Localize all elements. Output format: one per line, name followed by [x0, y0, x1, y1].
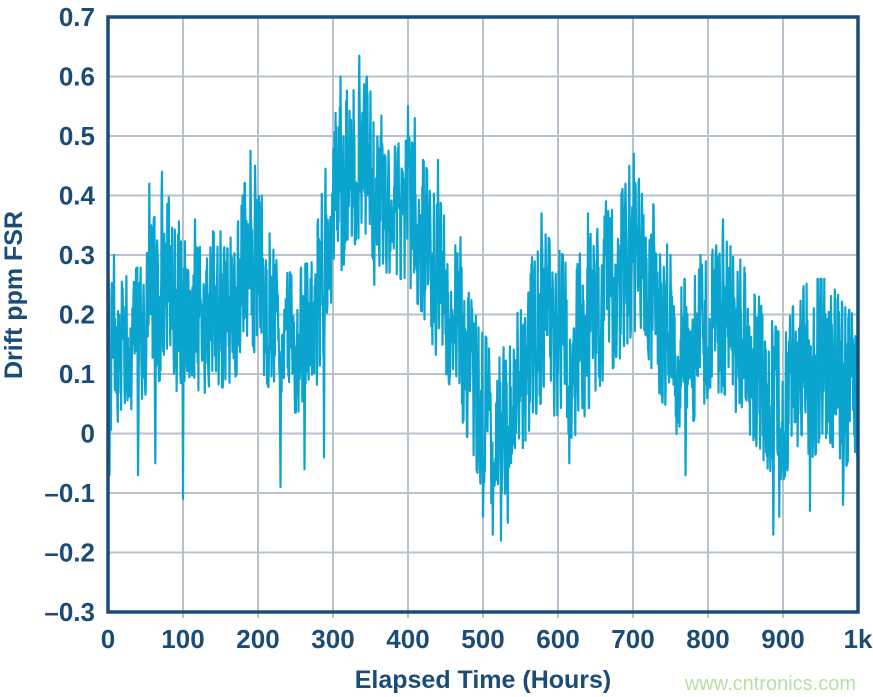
y-tick-label: –0.2 [44, 538, 95, 568]
y-tick-label: 0.5 [59, 121, 95, 151]
y-tick-label: 0.2 [59, 300, 95, 330]
y-axis-tick-labels: 0.7 0.6 0.5 0.4 0.3 0.2 0.1 0 –0.1 –0.2 –0.3 [44, 2, 95, 627]
x-tick-label: 300 [311, 624, 354, 654]
x-tick-label: 100 [161, 624, 204, 654]
x-tick-label: 500 [461, 624, 504, 654]
x-axis-title: Elapsed Time (Hours) [355, 666, 612, 694]
y-tick-label: 0.4 [59, 181, 96, 211]
x-tick-label: 900 [761, 624, 804, 654]
x-tick-label: 800 [686, 624, 729, 654]
y-tick-label: 0 [81, 419, 95, 449]
y-tick-label: 0.6 [59, 62, 95, 92]
y-axis-title: Drift ppm FSR [0, 211, 28, 379]
x-tick-label: 400 [386, 624, 429, 654]
drift-series [108, 54, 858, 542]
drift-series-line [108, 54, 858, 542]
x-tick-label: 700 [611, 624, 654, 654]
y-tick-label: 0.1 [59, 359, 95, 389]
x-axis-tick-labels: 0 100 200 300 400 500 600 700 800 900 1k [101, 624, 873, 654]
y-tick-label: –0.3 [44, 597, 95, 627]
x-tick-label: 1k [844, 624, 873, 654]
y-tick-label: –0.1 [44, 478, 95, 508]
x-tick-label: 0 [101, 624, 115, 654]
x-tick-label: 600 [536, 624, 579, 654]
watermark-link[interactable]: www.cntronics.com [684, 673, 856, 695]
x-tick-label: 200 [236, 624, 279, 654]
y-tick-label: 0.3 [59, 240, 95, 270]
plot-frame [106, 15, 860, 614]
y-tick-label: 0.7 [59, 2, 95, 32]
